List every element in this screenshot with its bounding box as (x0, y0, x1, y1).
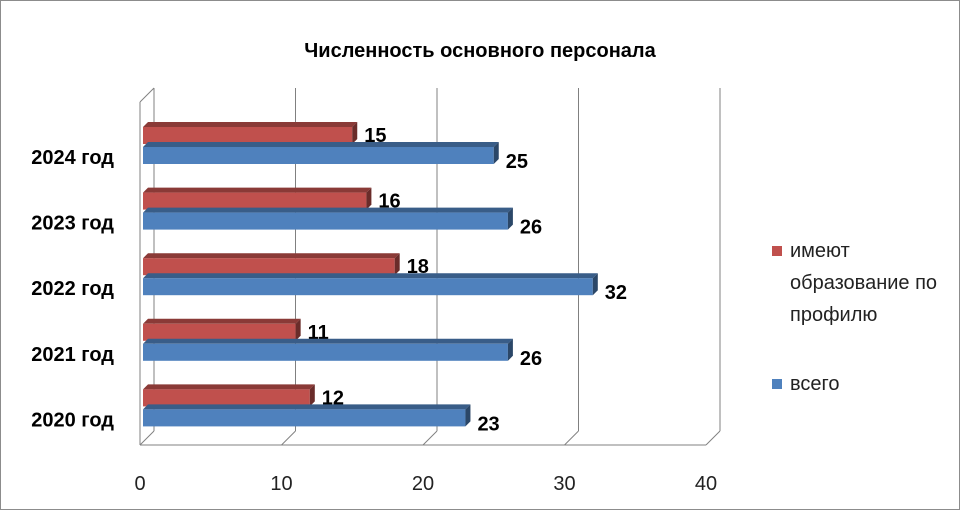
floor-line (564, 430, 579, 446)
floor-line (705, 430, 721, 446)
category-label: 2022 год (31, 278, 114, 300)
bar (143, 192, 367, 210)
bar-end-face (295, 318, 301, 341)
bar-top-face (143, 404, 471, 410)
data-label: 16 (378, 191, 400, 213)
data-label: 26 (520, 348, 542, 370)
x-tick-label: 20 (412, 473, 434, 495)
data-label: 32 (605, 282, 627, 304)
floor-line (422, 430, 438, 446)
data-label: 18 (407, 256, 429, 278)
legend-label-profile: имеют образование по профилю (790, 240, 938, 326)
bar (143, 127, 353, 144)
bar-top-face (143, 122, 358, 127)
x-tick-label: 10 (270, 473, 292, 495)
data-label: 23 (477, 413, 499, 435)
category-label: 2024 год (31, 147, 114, 169)
bar (143, 389, 310, 407)
legend-item-total: всего (772, 371, 960, 400)
bar-top-face (143, 187, 372, 193)
bar (143, 323, 296, 341)
bar-end-face (507, 207, 513, 230)
bar-end-face (309, 384, 315, 407)
bar (143, 212, 508, 230)
bar-top-face (143, 318, 301, 324)
floor-line (281, 430, 296, 446)
bar (143, 343, 508, 361)
bar-end-face (592, 273, 598, 296)
bar-end-face (465, 404, 471, 427)
data-label: 11 (308, 322, 329, 344)
category-label: 2023 год (31, 213, 114, 235)
data-label: 25 (506, 151, 528, 173)
bar-end-face (507, 338, 513, 361)
floor-line (139, 430, 155, 446)
legend-label-total: всего (790, 373, 840, 395)
data-label: 12 (322, 387, 344, 409)
data-label: 15 (364, 125, 386, 147)
data-label: 26 (520, 217, 542, 239)
bar-top-face (143, 384, 315, 390)
category-label: 2020 год (31, 409, 114, 431)
bar (143, 278, 593, 296)
bar-end-face (493, 142, 499, 164)
bar-end-face (394, 253, 400, 276)
x-tick-label: 30 (553, 473, 575, 495)
legend-swatch-total (772, 379, 782, 389)
bar (143, 258, 395, 276)
legend-item-profile: имеют образование по профилю (772, 238, 960, 331)
bar-top-face (143, 273, 598, 279)
bar-top-face (143, 338, 513, 344)
bar (143, 409, 466, 427)
x-tick-label: 40 (695, 473, 717, 495)
bar-top-face (143, 253, 400, 259)
category-label: 2021 год (31, 344, 114, 366)
bar-end-face (366, 187, 372, 210)
bar-top-face (143, 142, 499, 147)
legend-swatch-profile (772, 246, 782, 256)
left-wall-top-edge (139, 87, 155, 103)
x-tick-label: 0 (134, 473, 145, 495)
chart-title: Численность основного персонала (304, 40, 656, 62)
bar (143, 147, 494, 164)
bar-top-face (143, 207, 513, 213)
bar-end-face (352, 122, 358, 144)
